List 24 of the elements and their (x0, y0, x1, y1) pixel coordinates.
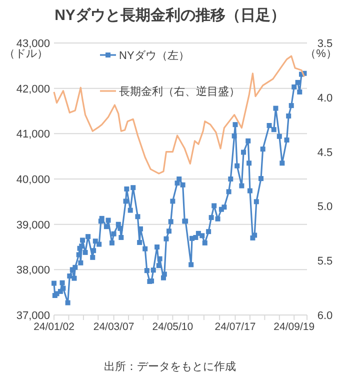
chart-title: NYダウと長期金利の推移（日足） (54, 7, 286, 24)
y-tick-label: 42,000 (16, 83, 50, 96)
y2-tick-label: 5.5 (317, 256, 333, 268)
y2-tick-label: 4.5 (317, 146, 333, 159)
y2-tick-label: 5.0 (317, 201, 333, 214)
x-tick-label: 24/07/17 (214, 321, 256, 333)
y-tick-label: 40,000 (16, 174, 50, 186)
y-tick-label: 41,000 (16, 128, 50, 141)
y-tick-label: 39,000 (16, 219, 50, 232)
y-tick-label: 43,000 (16, 38, 50, 50)
legend-label: NYダウ（左） (119, 50, 190, 62)
y-axis-title: （ドル） (4, 48, 48, 60)
y-tick-label: 38,000 (16, 264, 50, 277)
text: 出所：データをもとに作成 (104, 360, 236, 373)
x-tick-label: 24/09/19 (274, 321, 315, 333)
x-tick-label: 24/01/02 (34, 321, 75, 333)
legend-label: 長期金利（右、逆目盛） (119, 85, 240, 98)
y2-tick-label: 4.0 (317, 92, 333, 104)
x-tick-label: 24/05/10 (152, 321, 194, 333)
y2-axis-title: （%） (305, 48, 337, 60)
x-tick-label: 24/03/07 (93, 321, 134, 333)
y2-tick-label: 6.0 (317, 310, 333, 322)
y-tick-label: 37,000 (16, 310, 50, 322)
y2-tick-label: 3.5 (317, 38, 333, 50)
